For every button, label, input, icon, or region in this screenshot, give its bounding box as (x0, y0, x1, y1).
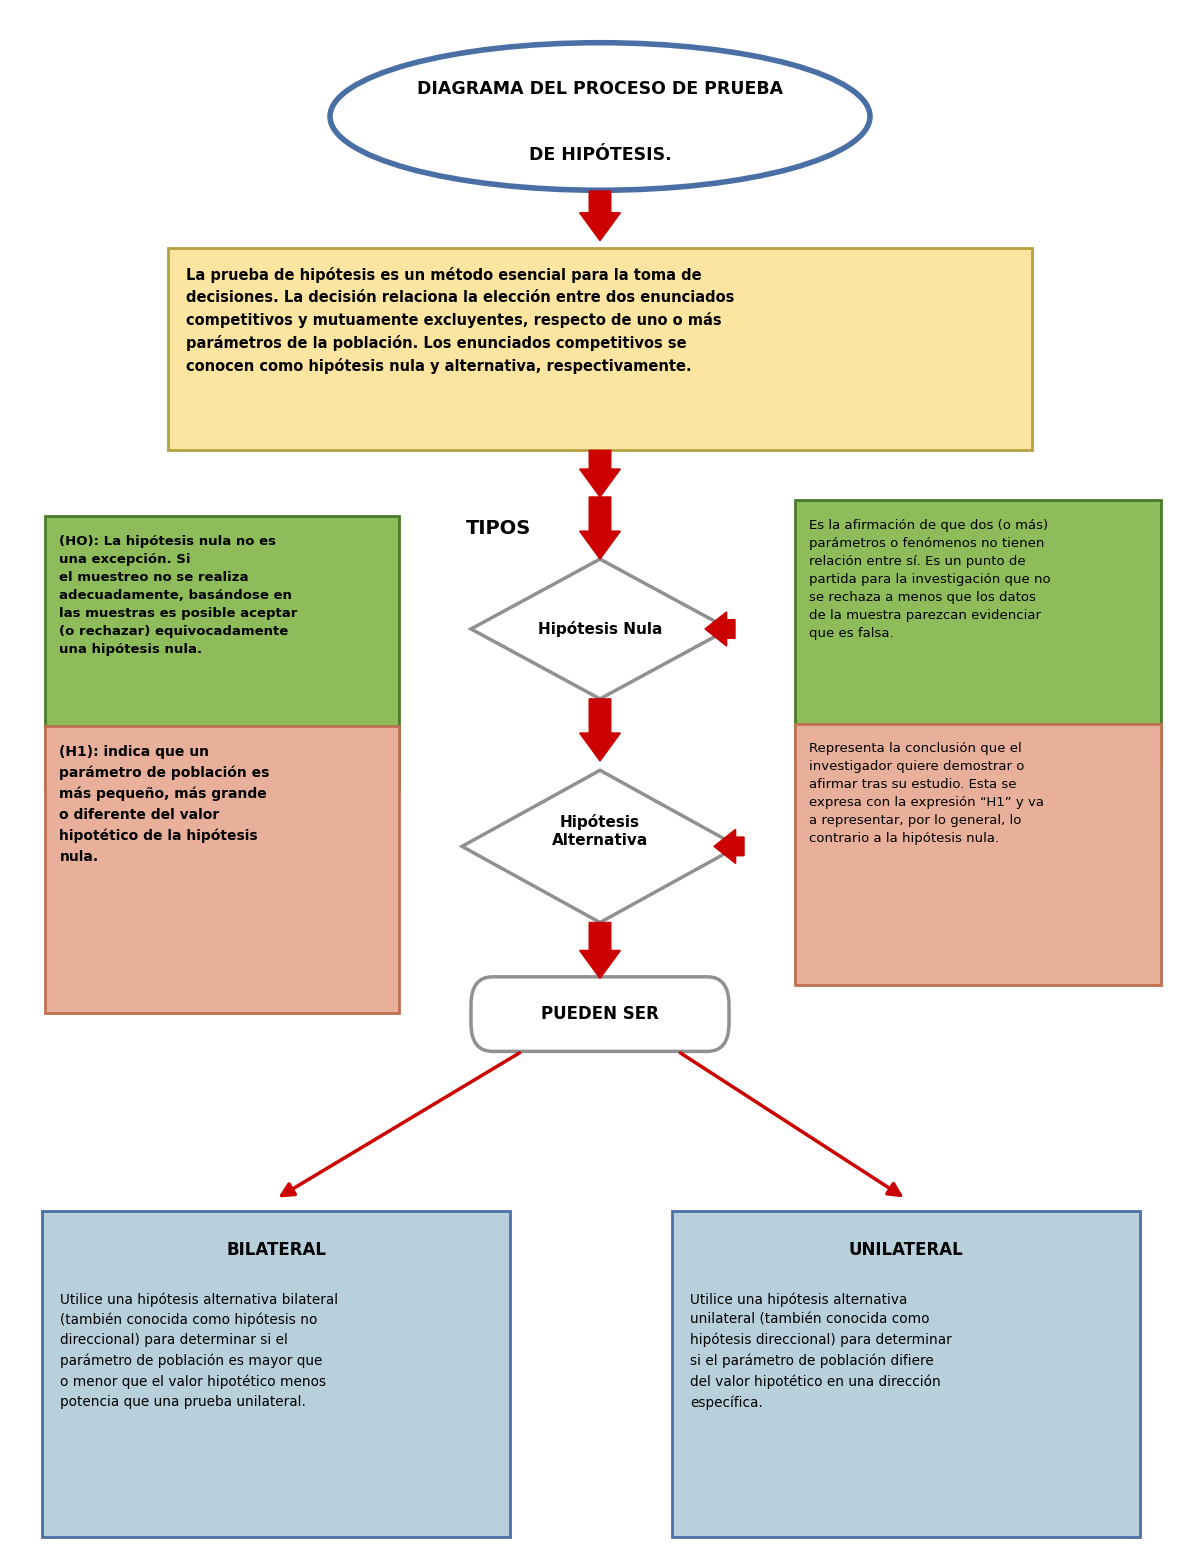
Text: Hipótesis Nula: Hipótesis Nula (538, 621, 662, 637)
Text: Es la afirmación de que dos (o más)
parámetros o fenómenos no tienen
relación en: Es la afirmación de que dos (o más) pará… (809, 519, 1051, 640)
Text: Hipótesis
Alternativa: Hipótesis Alternativa (552, 814, 648, 848)
FancyArrow shape (580, 191, 620, 241)
Text: (H1): indica que un
parámetro de población es
más pequeño, más grande
o diferent: (H1): indica que un parámetro de poblaci… (60, 745, 270, 863)
FancyArrow shape (714, 829, 744, 863)
Text: UNILATERAL: UNILATERAL (848, 1241, 964, 1259)
FancyBboxPatch shape (796, 724, 1162, 985)
FancyArrow shape (580, 450, 620, 497)
Text: BILATERAL: BILATERAL (226, 1241, 326, 1259)
FancyArrow shape (580, 497, 620, 559)
Ellipse shape (330, 42, 870, 189)
Polygon shape (462, 770, 738, 922)
Text: Representa la conclusión que el
investigador quiere demostrar o
afirmar tras su : Representa la conclusión que el investig… (809, 742, 1044, 845)
Text: La prueba de hipótesis es un método esencial para la toma de
decisiones. La deci: La prueba de hipótesis es un método esen… (186, 267, 734, 374)
FancyBboxPatch shape (42, 1211, 510, 1537)
FancyBboxPatch shape (796, 500, 1162, 764)
FancyBboxPatch shape (46, 516, 398, 789)
FancyArrow shape (706, 612, 734, 646)
Text: TIPOS: TIPOS (466, 519, 530, 537)
FancyBboxPatch shape (168, 248, 1032, 450)
Text: Utilice una hipótesis alternativa bilateral
(también conocida como hipótesis no
: Utilice una hipótesis alternativa bilate… (60, 1292, 338, 1409)
Text: DE HIPÓTESIS.: DE HIPÓTESIS. (529, 146, 671, 165)
FancyArrow shape (580, 699, 620, 761)
Text: DIAGRAMA DEL PROCESO DE PRUEBA: DIAGRAMA DEL PROCESO DE PRUEBA (416, 79, 784, 98)
FancyBboxPatch shape (672, 1211, 1140, 1537)
Text: Utilice una hipótesis alternativa
unilateral (también conocida como
hipótesis di: Utilice una hipótesis alternativa unilat… (690, 1292, 952, 1410)
Polygon shape (470, 559, 730, 699)
FancyBboxPatch shape (46, 727, 398, 1013)
FancyArrow shape (580, 922, 620, 978)
Text: PUEDEN SER: PUEDEN SER (541, 1005, 659, 1023)
Text: (HO): La hipótesis nula no es
una excepción. Si
el muestreo no se realiza
adecua: (HO): La hipótesis nula no es una excepc… (60, 534, 298, 655)
FancyBboxPatch shape (470, 977, 730, 1051)
